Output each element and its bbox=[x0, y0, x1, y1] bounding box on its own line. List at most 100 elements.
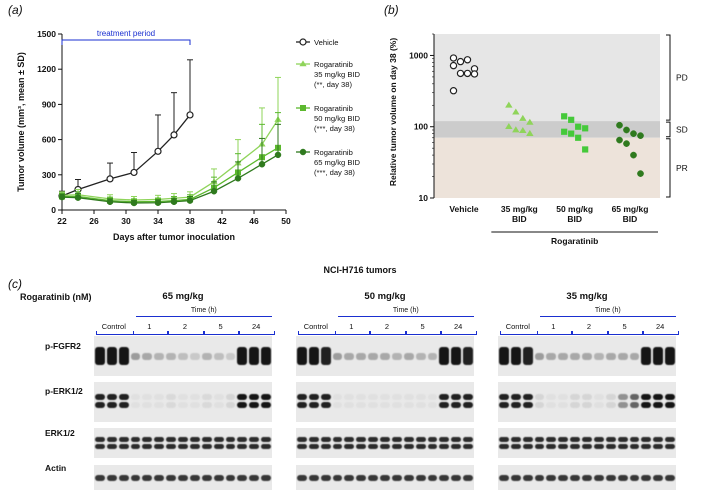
blot-band bbox=[415, 394, 426, 400]
blot-band bbox=[605, 394, 616, 400]
timepoint-label: 5 bbox=[622, 322, 627, 331]
x-tick-label: 30 bbox=[121, 216, 131, 226]
blot-band bbox=[95, 394, 105, 400]
y-axis-label: Tumor volume (mm³, mean ± SD) bbox=[16, 52, 26, 192]
blot-title: NCI-H716 tumors bbox=[323, 265, 397, 275]
blot-band bbox=[380, 402, 390, 408]
zone-bracket bbox=[666, 138, 671, 198]
blot-band bbox=[415, 437, 426, 442]
blot-band bbox=[558, 402, 569, 408]
timepoint-label: 2 bbox=[182, 322, 188, 331]
blot-band bbox=[237, 444, 248, 449]
blot-band bbox=[368, 437, 379, 442]
data-point bbox=[74, 194, 82, 201]
blot-band bbox=[261, 402, 271, 408]
blot-band bbox=[510, 474, 521, 481]
x-tick-label: 42 bbox=[217, 216, 227, 226]
blot-row-label: ERK1/2 bbox=[45, 428, 75, 438]
blot-strip bbox=[94, 428, 272, 458]
data-point bbox=[456, 57, 465, 66]
blot-band bbox=[320, 394, 331, 400]
data-point bbox=[258, 160, 266, 168]
blot-band bbox=[403, 437, 414, 442]
blot-strip bbox=[296, 428, 474, 458]
blot-band bbox=[213, 352, 224, 360]
blot-band bbox=[522, 474, 533, 481]
timepoint-bracket bbox=[607, 331, 644, 335]
y-tick-label: 1000 bbox=[409, 50, 428, 60]
blot-band bbox=[142, 402, 153, 408]
blot-band bbox=[439, 437, 450, 442]
data-point bbox=[630, 130, 637, 137]
blot-band bbox=[201, 352, 212, 360]
blot-band bbox=[118, 437, 129, 442]
blot-strip bbox=[94, 382, 272, 422]
blot-band bbox=[582, 402, 592, 408]
y-tick-label: 300 bbox=[42, 170, 56, 180]
blot-band bbox=[582, 437, 592, 442]
blot-band bbox=[522, 347, 533, 365]
blot-band bbox=[249, 394, 260, 400]
treatment-period-label: treatment period bbox=[97, 29, 155, 38]
blot-band bbox=[178, 437, 188, 442]
blot-band bbox=[261, 437, 271, 442]
blot-band bbox=[189, 352, 200, 360]
data-point bbox=[505, 123, 513, 130]
blot-band bbox=[344, 437, 355, 442]
legend-marker bbox=[300, 105, 306, 111]
treatment-label: Rogaratinib (nM) bbox=[20, 292, 92, 302]
blot-band bbox=[582, 352, 592, 360]
blot-band bbox=[629, 474, 640, 481]
blot-strip bbox=[296, 382, 474, 422]
timepoint-label: 5 bbox=[420, 322, 425, 331]
blot-band bbox=[570, 444, 581, 449]
timepoint-bracket bbox=[536, 331, 573, 335]
blot-band bbox=[380, 352, 390, 360]
legend-label: 35 mg/kg BID bbox=[314, 70, 361, 79]
data-point bbox=[210, 187, 218, 195]
blot-band bbox=[451, 394, 462, 400]
blot-band bbox=[95, 474, 105, 481]
blot-band bbox=[201, 444, 212, 449]
zone-pd bbox=[434, 34, 660, 122]
blot-band bbox=[297, 402, 307, 408]
legend-label: (**, day 38) bbox=[314, 80, 352, 89]
blot-band bbox=[225, 444, 236, 449]
group-label: Rogaratinib bbox=[551, 236, 598, 246]
blot-band bbox=[154, 402, 165, 408]
blot-band bbox=[344, 402, 355, 408]
series-2 bbox=[59, 112, 281, 205]
blot-band bbox=[106, 394, 117, 400]
blot-band bbox=[510, 347, 521, 365]
blot-band bbox=[308, 444, 319, 449]
blot-band bbox=[130, 444, 141, 449]
blot-band bbox=[617, 444, 628, 449]
blot-band bbox=[641, 444, 652, 449]
data-point bbox=[130, 199, 138, 207]
blot-band bbox=[380, 437, 390, 442]
blot-band bbox=[546, 394, 557, 400]
blot-band bbox=[130, 352, 141, 360]
timepoint-bracket bbox=[334, 331, 371, 335]
data-point bbox=[623, 140, 630, 147]
blot-band bbox=[344, 444, 355, 449]
blot-band bbox=[95, 347, 105, 365]
data-point bbox=[526, 118, 534, 125]
blot-band bbox=[641, 347, 652, 365]
blot-band bbox=[558, 394, 569, 400]
blot-band bbox=[439, 394, 450, 400]
data-point bbox=[106, 175, 114, 183]
blot-band bbox=[178, 352, 188, 360]
blot-band bbox=[391, 394, 402, 400]
blot-band bbox=[617, 402, 628, 408]
y-tick-label: 0 bbox=[51, 205, 56, 215]
y-tick-label: 600 bbox=[42, 135, 56, 145]
blot-band bbox=[665, 437, 675, 442]
blot-band bbox=[356, 394, 367, 400]
blot-band bbox=[570, 394, 581, 400]
blot-band bbox=[415, 474, 426, 481]
timepoint-label: 1 bbox=[349, 322, 354, 331]
blot-band bbox=[391, 402, 402, 408]
y-tick-label: 10 bbox=[419, 193, 429, 203]
blot-band bbox=[605, 402, 616, 408]
